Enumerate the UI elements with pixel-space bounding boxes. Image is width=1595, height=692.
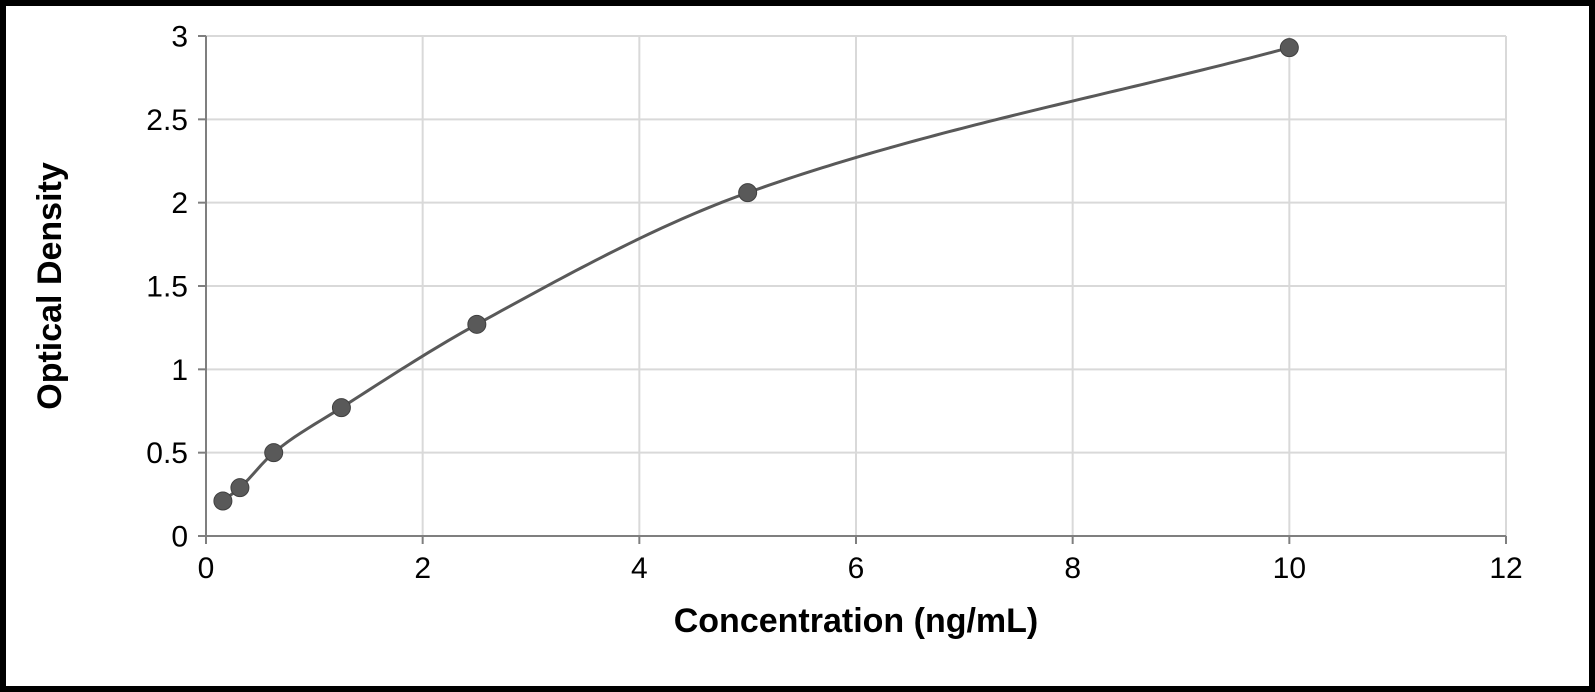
- data-point: [214, 492, 232, 510]
- x-tick-label: 6: [848, 552, 865, 585]
- y-tick-label: 3: [171, 21, 188, 54]
- y-axis-label: Optical Density: [31, 162, 69, 410]
- x-tick-label: 12: [1489, 552, 1522, 585]
- y-tick-label: 2.5: [146, 104, 188, 137]
- data-point: [1280, 39, 1298, 57]
- x-tick-label: 8: [1064, 552, 1081, 585]
- x-tick-label: 10: [1273, 552, 1306, 585]
- data-point: [332, 399, 350, 417]
- chart-canvas: 0 2 4 6 8 10 12 0 0.5 1 1.5 2 2.5 3 Concentration (ng/…: [6, 6, 1589, 686]
- x-tick-label: 0: [198, 552, 215, 585]
- x-axis-label: Concentration (ng/mL): [674, 602, 1039, 640]
- chart-frame: 0 2 4 6 8 10 12 0 0.5 1 1.5 2 2.5 3 Concentration (ng/…: [0, 0, 1595, 692]
- data-point: [265, 444, 283, 462]
- x-tick-label: 4: [631, 552, 648, 585]
- data-point: [468, 315, 486, 333]
- data-point: [739, 184, 757, 202]
- y-tick-label: 0.5: [146, 437, 188, 470]
- y-tick-label: 1: [171, 354, 188, 387]
- x-tick-label: 2: [414, 552, 431, 585]
- y-tick-label: 0: [171, 521, 188, 554]
- data-point: [231, 479, 249, 497]
- y-tick-label: 2: [171, 187, 188, 220]
- y-tick-label: 1.5: [146, 271, 188, 304]
